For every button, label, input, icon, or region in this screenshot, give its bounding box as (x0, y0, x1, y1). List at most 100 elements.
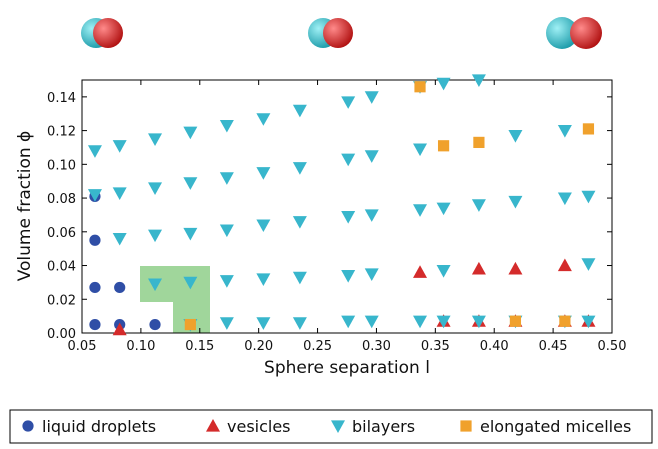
marker (256, 113, 271, 126)
marker (219, 172, 234, 185)
marker (436, 264, 451, 278)
marker (364, 91, 379, 104)
marker (413, 315, 428, 329)
marker (414, 81, 426, 93)
marker (557, 125, 572, 138)
marker (89, 318, 101, 331)
marker (183, 227, 198, 241)
marker (22, 420, 34, 432)
marker (184, 318, 196, 331)
marker (292, 271, 307, 285)
marker (364, 150, 379, 163)
legend-text: bilayers (352, 417, 415, 436)
marker (89, 281, 101, 294)
y-tick-label: 0.04 (47, 260, 76, 275)
x-tick-label: 0.15 (185, 339, 214, 354)
marker (341, 211, 356, 224)
marker (256, 273, 271, 287)
marker (471, 315, 486, 329)
x-tick-label: 0.25 (303, 339, 332, 354)
y-axis-label: Volume fraction ϕ (15, 131, 35, 282)
marker (183, 276, 198, 290)
marker (292, 216, 307, 229)
marks (87, 74, 596, 336)
marker (148, 182, 163, 195)
marker (509, 315, 522, 327)
marker (557, 258, 572, 272)
marker (341, 315, 356, 329)
x-tick-label: 0.05 (68, 339, 97, 354)
marker (413, 265, 428, 278)
marker (436, 202, 451, 216)
marker (112, 322, 127, 336)
x-tick-label: 0.45 (539, 339, 568, 354)
marker (112, 232, 127, 246)
marker (437, 140, 450, 152)
legend: liquid droplets vesicles bilayers elongated… (22, 417, 631, 436)
marker (559, 315, 571, 327)
legend-box (9, 409, 653, 444)
marker (341, 96, 356, 109)
marker (413, 204, 428, 217)
marker (471, 199, 486, 212)
marker (581, 315, 596, 329)
marker (219, 224, 234, 238)
y-tick-label: 0.10 (47, 158, 76, 173)
marker (292, 162, 307, 175)
marker (436, 315, 451, 329)
x-axis-label: Sphere separation l (264, 358, 430, 378)
marker (219, 119, 234, 133)
marker (114, 281, 126, 294)
marker (364, 315, 379, 329)
marker (148, 278, 163, 292)
marker (219, 317, 234, 330)
marker (341, 270, 356, 283)
marker (581, 190, 596, 204)
marker (292, 104, 307, 118)
y-tick-label: 0.00 (47, 327, 76, 342)
marker (471, 261, 486, 275)
marker (183, 126, 198, 140)
y-tick-label: 0.14 (47, 91, 76, 106)
marker (219, 275, 234, 288)
marker (582, 123, 595, 135)
marker (149, 318, 161, 331)
y-tick-label: 0.02 (47, 293, 76, 308)
marker (87, 145, 102, 158)
legend-text: liquid droplets (42, 417, 156, 436)
legend-text: elongated micelles (480, 417, 631, 436)
legend-text: vesicles (227, 417, 291, 436)
marker (256, 167, 271, 180)
marker (331, 420, 345, 433)
x-tick-label: 0.35 (421, 339, 450, 354)
marker (206, 419, 220, 432)
marker (148, 229, 163, 243)
marker (292, 317, 307, 330)
sphere-icons (81, 17, 602, 49)
marker (364, 209, 379, 222)
marker (436, 77, 451, 91)
marker (471, 74, 486, 87)
plot-frame (81, 79, 613, 334)
marker (413, 143, 428, 157)
x-tick-label: 0.10 (126, 339, 155, 354)
x-tick-label: 0.20 (244, 339, 273, 354)
y-tick-label: 0.12 (47, 125, 76, 140)
marker (148, 133, 163, 147)
marker (508, 195, 523, 209)
marker (508, 261, 523, 275)
x-tick-label: 0.40 (480, 339, 509, 354)
marker (508, 130, 523, 143)
y-tick-label: 0.08 (47, 192, 76, 207)
y-tick-label: 0.06 (47, 226, 76, 241)
marker (364, 268, 379, 281)
marker (460, 420, 472, 432)
marker (112, 140, 127, 153)
marker (557, 192, 572, 206)
marker (256, 317, 271, 330)
marker (89, 234, 101, 246)
marker (112, 187, 127, 201)
x-tick-label: 0.50 (598, 339, 627, 354)
marker (581, 258, 596, 271)
